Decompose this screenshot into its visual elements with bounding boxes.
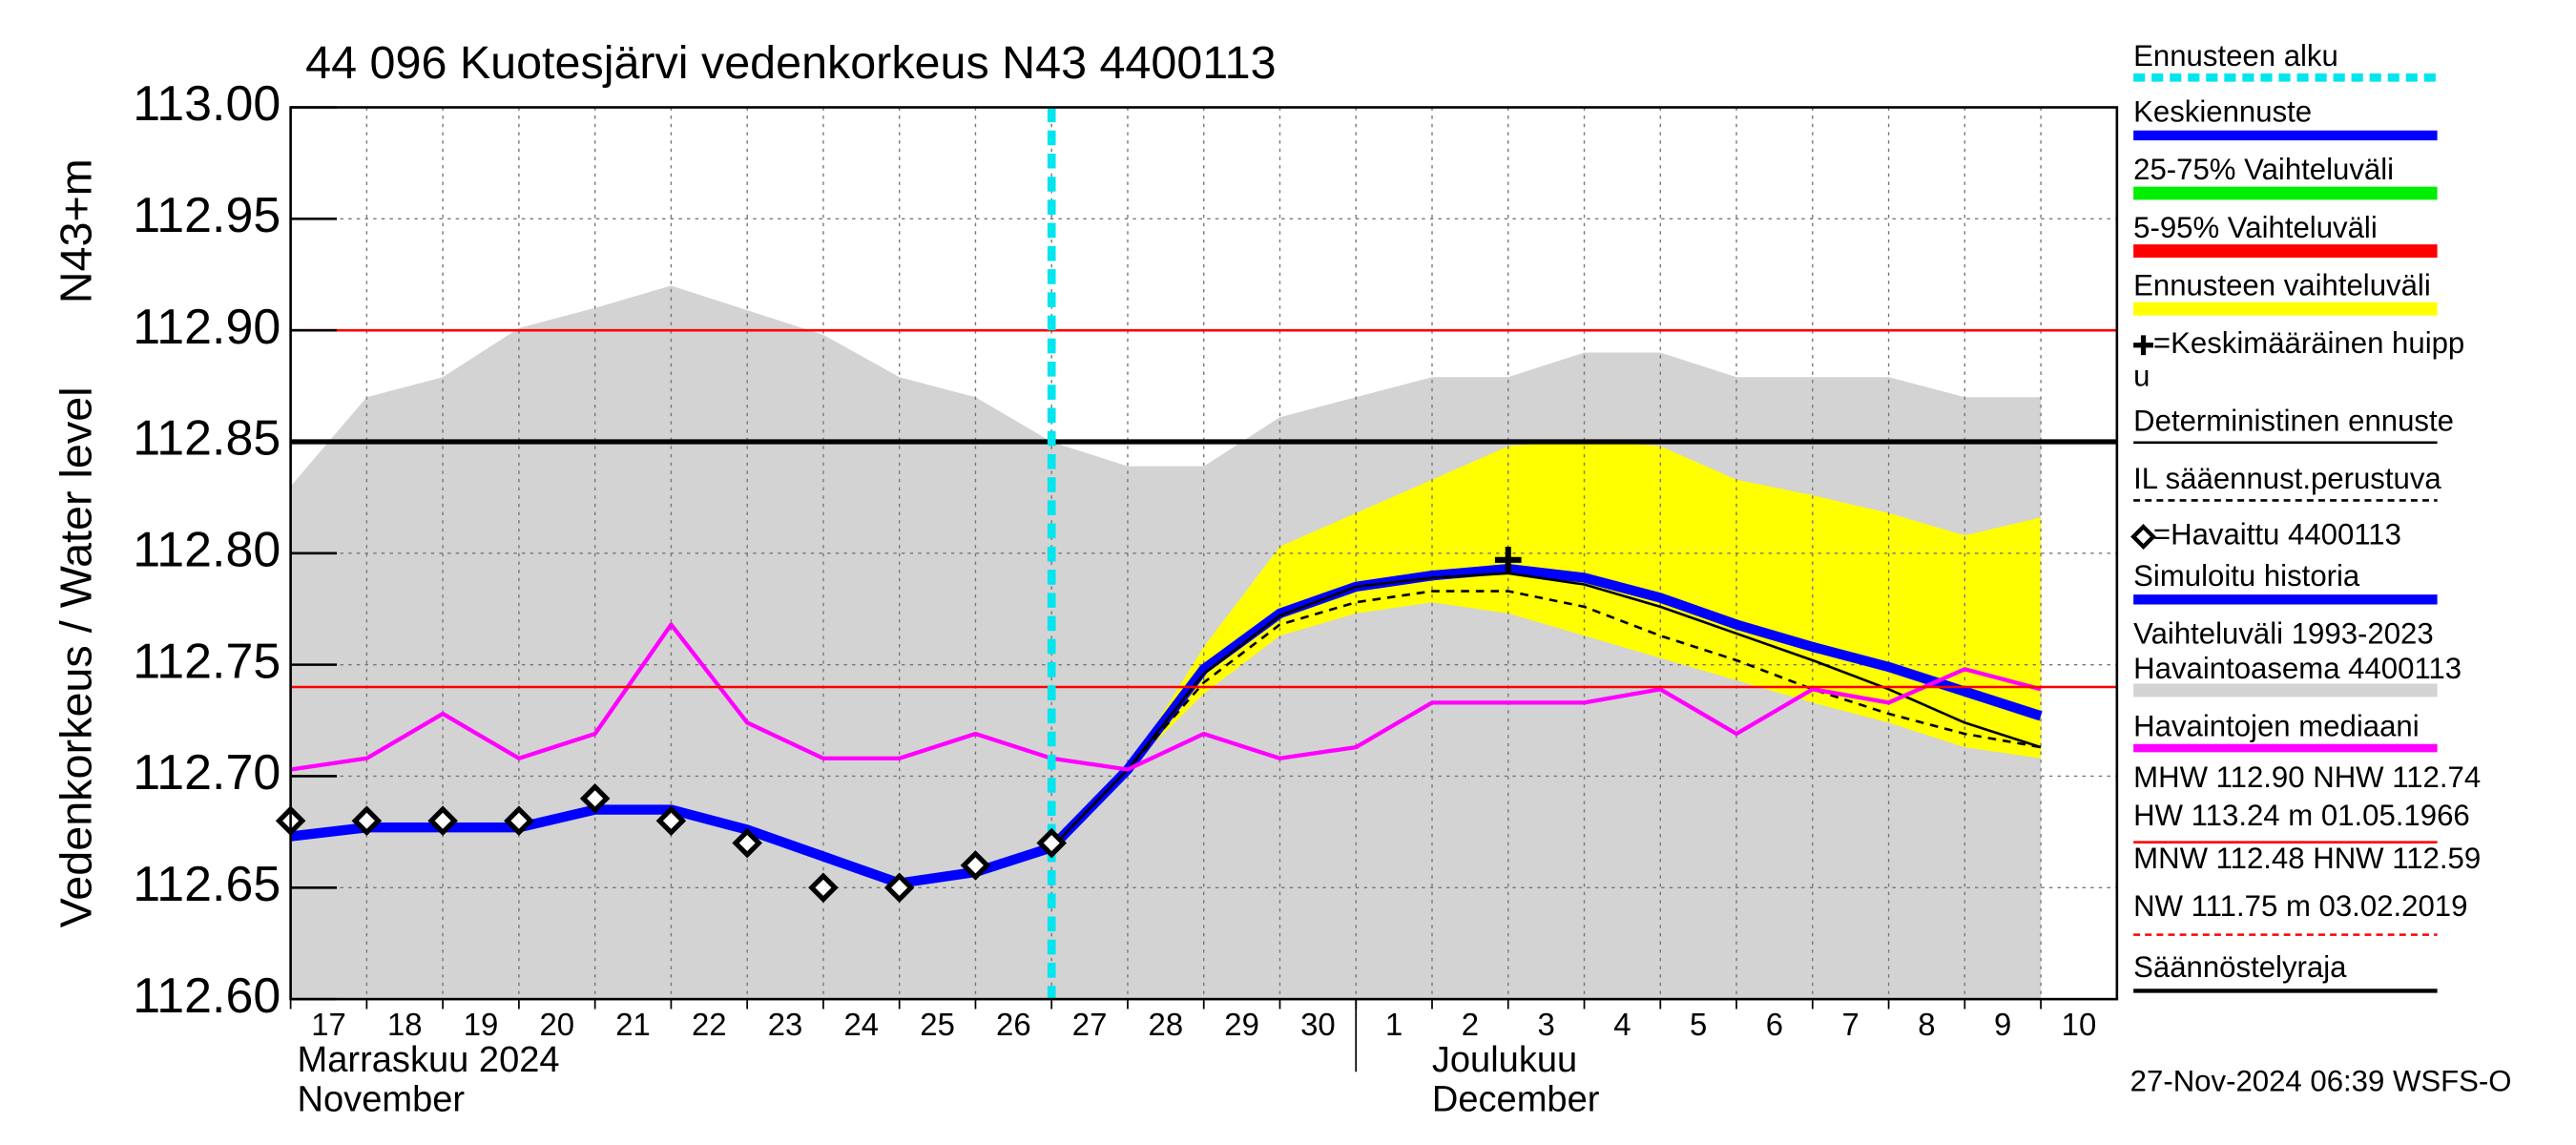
x-tick-label: 20 — [539, 1007, 574, 1042]
x-tick-label: 30 — [1300, 1007, 1336, 1042]
x-tick-label: 22 — [692, 1007, 727, 1042]
legend-label: IL sääennust.perustuva — [2133, 462, 2441, 495]
series-line — [290, 622, 2042, 772]
y-tick-label: 112.80 — [133, 523, 280, 578]
peak-marker — [1494, 546, 1522, 573]
legend: Ennusteen alku Keskiennuste 25-75% Vaihtel… — [2130, 39, 2481, 993]
y-tick-label: 112.85 — [133, 411, 280, 467]
x-tick-label: 8 — [1918, 1007, 1935, 1042]
legend-label: Keskiennuste — [2133, 95, 2312, 129]
x-tick-label: 2 — [1462, 1007, 1479, 1042]
y-tick-label: 112.65 — [133, 857, 280, 912]
y-tick-label: 112.75 — [133, 634, 280, 689]
x-tick-label: 6 — [1766, 1007, 1783, 1042]
forecast-band — [1051, 439, 2042, 848]
y-axis-unit: N43+m — [51, 158, 100, 303]
legend-label: Vaihteluväli 1993-2023 — [2133, 617, 2434, 651]
y-tick-label: 112.60 — [133, 968, 280, 1024]
observed-marker — [579, 783, 611, 814]
month-label: December — [1432, 1079, 1600, 1119]
x-tick-label: 7 — [1842, 1007, 1859, 1042]
observed-marker — [1036, 827, 1067, 859]
observed-marker — [427, 805, 458, 836]
axis-layer: 112.60 112.65 112.70 112.75 112.80 112.85 112.… — [133, 76, 2119, 1119]
x-tick-label: 23 — [768, 1007, 803, 1042]
x-tick-label: 10 — [2062, 1007, 2097, 1042]
observed-marker — [732, 827, 762, 859]
observed-marker — [960, 850, 991, 881]
legend-label: NW 111.75 m 03.02.2019 — [2133, 889, 2467, 923]
legend-label: Deterministinen ennuste — [2133, 404, 2454, 437]
chart-title: 44 096 Kuotesjärvi vedenkorkeus N43 4400… — [305, 37, 1276, 89]
x-tick-label: 29 — [1224, 1007, 1259, 1042]
x-tick-label: 4 — [1613, 1007, 1631, 1042]
legend-label: Ennusteen alku — [2133, 39, 2338, 73]
observed-marker — [655, 805, 687, 836]
observed-marker — [883, 872, 915, 904]
legend-label: =Havaittu 4400113 — [2153, 518, 2401, 552]
x-tick-label: 5 — [1690, 1007, 1707, 1042]
x-tick-label: 17 — [311, 1007, 346, 1042]
legend-label: Havaintojen mediaani — [2133, 710, 2420, 743]
x-tick-label: 27 — [1072, 1007, 1108, 1042]
x-tick-label: 26 — [996, 1007, 1031, 1042]
band-layer — [1051, 439, 2042, 848]
x-tick-label: 25 — [920, 1007, 955, 1042]
legend-label: Säännöstelyraja — [2133, 950, 2347, 984]
observed-marker — [808, 872, 839, 904]
series-line — [1048, 563, 2043, 851]
x-tick-label: 18 — [387, 1007, 423, 1042]
legend-label: HW 113.24 m 01.05.1966 — [2133, 799, 2470, 832]
legend-label: u — [2133, 360, 2150, 393]
y-tick-label: 112.90 — [133, 300, 280, 355]
legend-label: Ennusteen vaihteluväli — [2133, 268, 2431, 302]
x-tick-label: 24 — [844, 1007, 880, 1042]
legend-marker — [2133, 335, 2153, 356]
line-layer — [290, 328, 2117, 888]
y-tick-label: 113.00 — [133, 76, 280, 132]
x-tick-label: 1 — [1385, 1007, 1402, 1042]
month-label: Marraskuu 2024 — [298, 1040, 560, 1080]
legend-label: Simuloitu historia — [2133, 559, 2360, 593]
plot-area: 112.60 112.65 112.70 112.75 112.80 112.85 112.… — [133, 76, 2119, 1119]
y-axis-label: Vedenkorkeus / Water level — [51, 386, 100, 927]
x-tick-label: 9 — [1994, 1007, 2011, 1042]
legend-label: MNW 112.48 HNW 112.59 — [2133, 842, 2481, 875]
x-tick-label: 21 — [615, 1007, 651, 1042]
series-line — [1050, 590, 2042, 849]
legend-label: 5-95% Vaihteluväli — [2133, 211, 2378, 244]
observed-marker — [351, 805, 383, 836]
x-tick-label: 3 — [1538, 1007, 1555, 1042]
footer: 27-Nov-2024 06:39 WSFS-O — [2130, 1065, 2512, 1098]
y-tick-label: 112.70 — [133, 745, 280, 801]
legend-label: =Keskimääräinen huipp — [2153, 326, 2464, 360]
plot-frame — [289, 106, 2119, 1001]
legend-label: Havaintoasema 4400113 — [2133, 652, 2462, 685]
series-line — [1050, 572, 2042, 849]
month-label: November — [298, 1079, 466, 1119]
x-tick-label: 19 — [464, 1007, 499, 1042]
observed-marker — [504, 805, 534, 836]
legend-label: MHW 112.90 NHW 112.74 — [2133, 760, 2481, 794]
x-tick-label: 28 — [1149, 1007, 1184, 1042]
legend-label: 25-75% Vaihteluväli — [2133, 153, 2394, 186]
month-label: Joulukuu — [1432, 1040, 1577, 1080]
y-tick-label: 112.95 — [133, 188, 280, 243]
legend-marker — [2130, 524, 2156, 550]
